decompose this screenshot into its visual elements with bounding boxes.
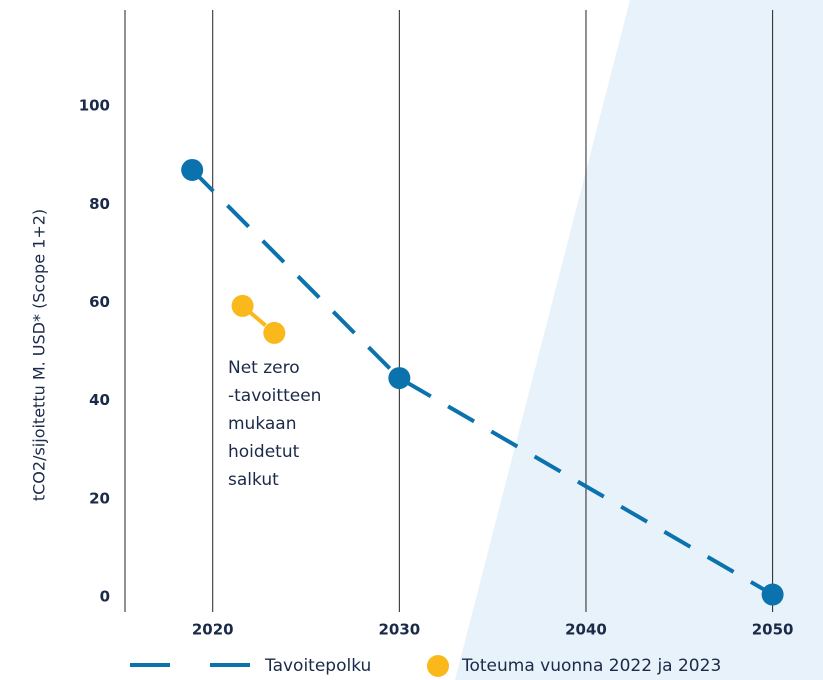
legend-swatch [427, 655, 449, 677]
data-point [181, 158, 204, 181]
annotation: hoidetut [228, 442, 300, 462]
y-axis-label: tCO2/sijoitettu M. USD* (Scope 1+2) [30, 209, 49, 501]
annotation: Net zero [228, 358, 300, 378]
data-point [388, 367, 411, 390]
x-tick-label: 2030 [378, 621, 420, 639]
data-point [761, 583, 784, 606]
y-tick-label: 100 [79, 97, 110, 115]
shaded-region [455, 0, 823, 680]
data-point [231, 294, 254, 317]
legend-label: Tavoitepolku [264, 656, 371, 676]
y-tick-label: 80 [89, 195, 110, 213]
y-tick-label: 60 [89, 293, 110, 311]
x-tick-label: 2040 [565, 621, 607, 639]
legend-label: Toteuma vuonna 2022 ja 2023 [461, 656, 721, 676]
y-tick-label: 40 [89, 391, 110, 409]
y-tick-label: 20 [89, 489, 110, 507]
annotation: mukaan [228, 414, 297, 434]
annotation: salkut [228, 470, 279, 490]
x-tick-label: 2050 [752, 621, 794, 639]
annotation: -tavoitteen [228, 386, 321, 406]
y-tick-label: 0 [100, 588, 110, 606]
data-point [263, 321, 286, 344]
x-tick-label: 2020 [192, 621, 234, 639]
